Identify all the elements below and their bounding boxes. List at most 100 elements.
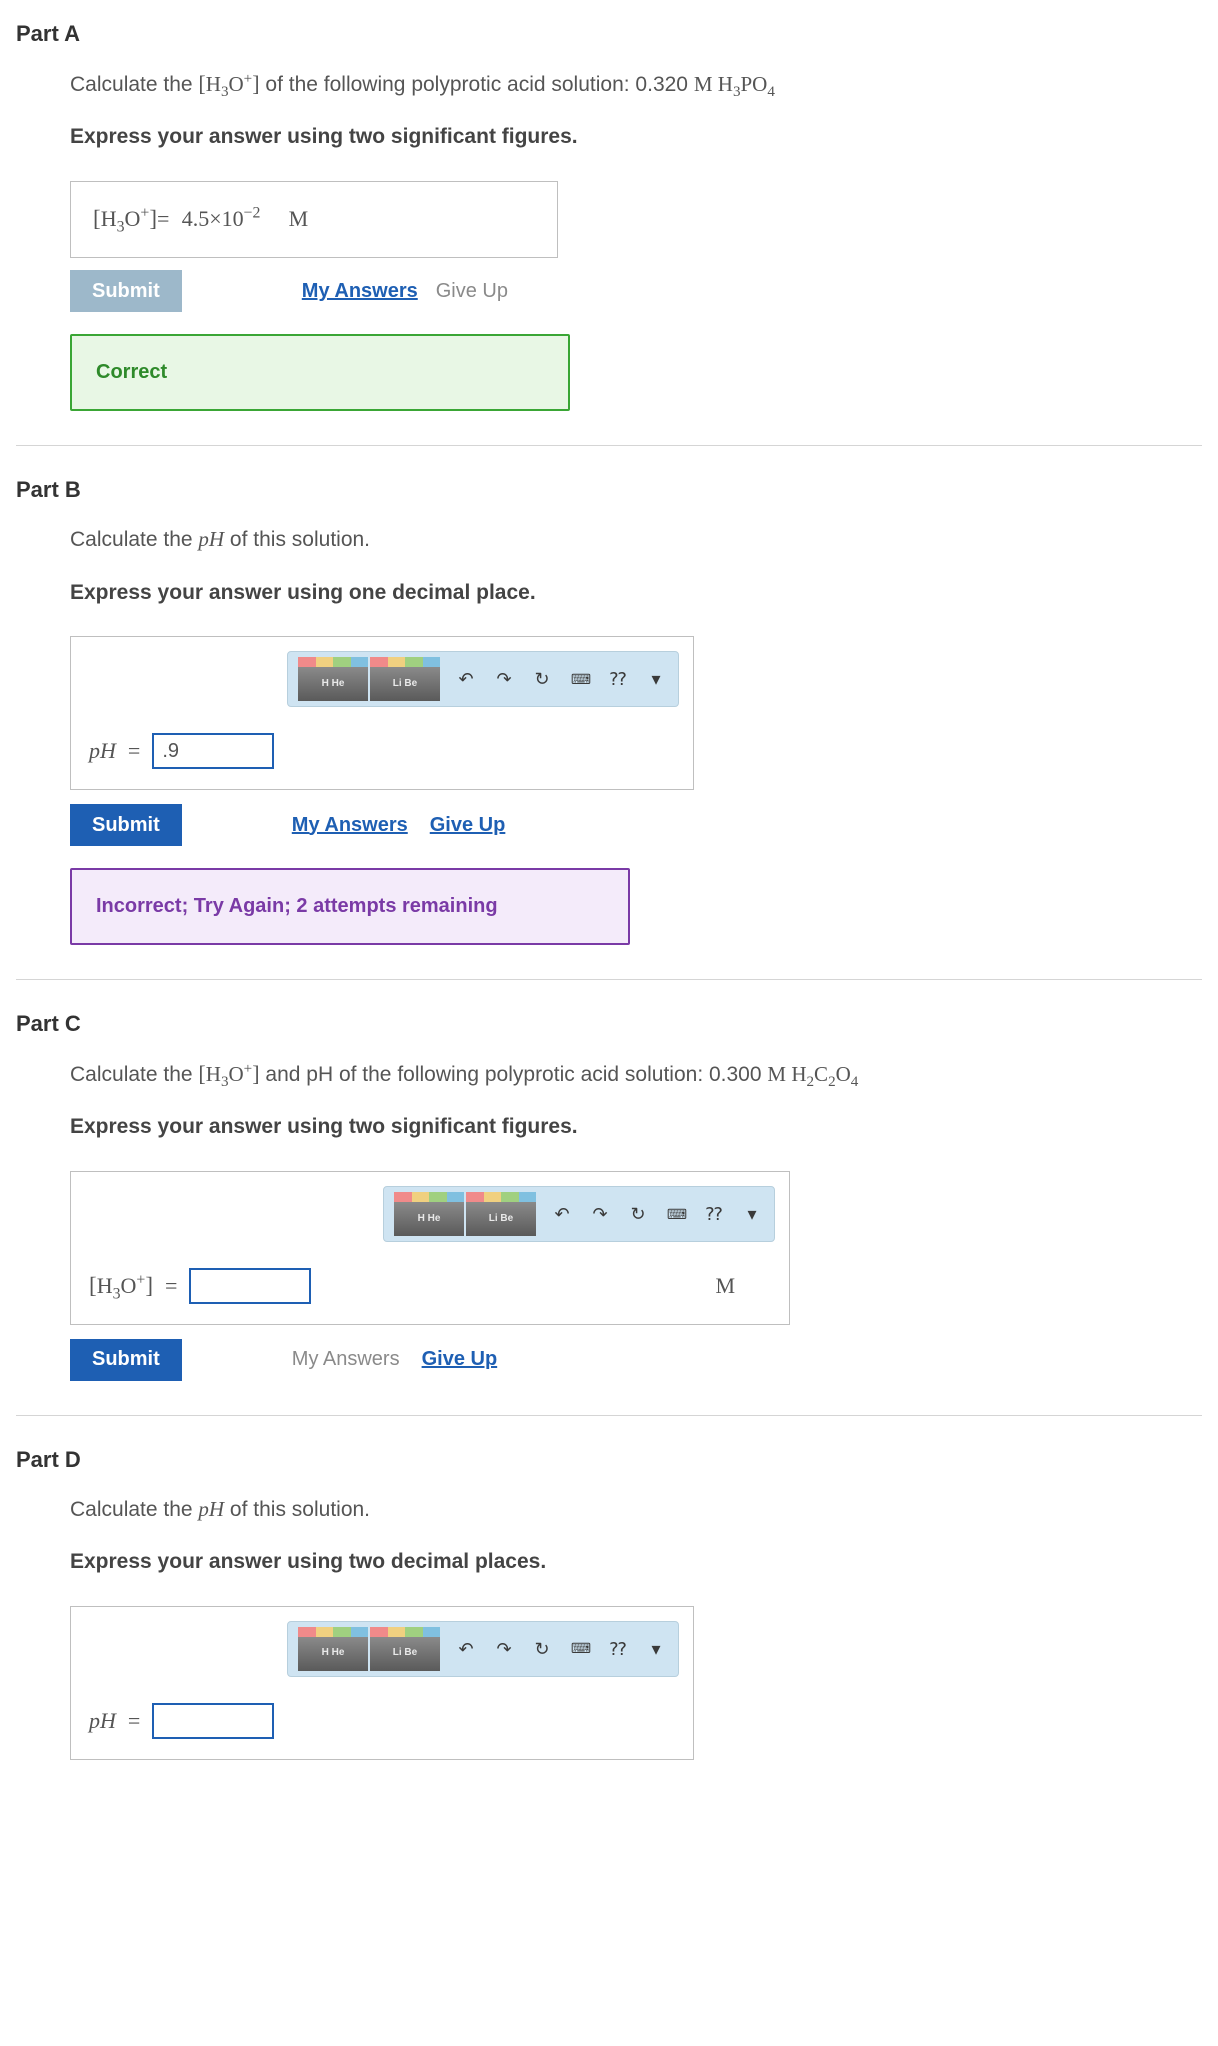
ans-h: H [101,206,117,231]
species-h: H [206,1062,221,1086]
part-c: Part C Calculate the [H3O+] and pH of th… [16,1008,1202,1381]
prompt-post: of this solution. [224,1498,370,1521]
undo-icon[interactable]: ↶ [550,1202,574,1226]
part-d-answer-line: pH = [85,1703,679,1739]
submit-button[interactable]: Submit [70,270,182,312]
var-ph: pH [198,527,224,551]
keyboard-icon[interactable]: ⌨ [664,1202,688,1226]
ph-label: pH [89,735,116,767]
feedback-correct: Correct [70,334,570,411]
periodic-table-button-1[interactable]: H He [394,1192,464,1236]
periodic-table-button-2[interactable]: Li Be [370,657,440,701]
help-icon[interactable]: ⁇ [606,667,630,691]
part-c-instruction: Express your answer using two significan… [70,1112,1202,1142]
prompt-mid: and pH of the following polyprotic acid … [265,1063,767,1086]
give-up-link[interactable]: Give Up [422,1345,498,1374]
ans-bracket-open: [ [93,205,101,231]
my-answers-link[interactable]: My Answers [302,277,418,306]
submit-button[interactable]: Submit [70,804,182,846]
part-b-title: Part B [16,474,1202,506]
periodic-label-2: Li Be [370,667,440,701]
equation-toolbar: H He Li Be ↶ ↷ ↻ ⌨ ⁇ ▾ [287,651,679,707]
part-c-answer-panel: H He Li Be ↶ ↷ ↻ ⌨ ⁇ ▾ [70,1171,790,1325]
acid-h: H [713,72,733,96]
my-answers-link[interactable]: My Answers [292,1345,400,1374]
part-c-prompt: Calculate the [H3O+] and pH of the follo… [70,1058,1202,1090]
species-o: O [229,72,244,96]
eq-sign: = [165,1270,177,1302]
periodic-label-1: H He [394,1202,464,1236]
toolbar-row: H He Li Be ↶ ↷ ↻ ⌨ ⁇ ▾ [85,651,679,707]
more-icon[interactable]: ▾ [644,667,668,691]
h3o-input[interactable] [189,1268,311,1304]
help-icon[interactable]: ⁇ [606,1637,630,1661]
periodic-label-2: Li Be [466,1202,536,1236]
prompt-post: of the following polyprotic acid solutio… [265,73,693,96]
part-c-actions: Submit My Answers Give Up [70,1339,1202,1381]
prompt-pre: Calculate the [70,1498,198,1521]
reset-icon[interactable]: ↻ [530,667,554,691]
species-o: O [229,1062,244,1086]
periodic-table-button-1[interactable]: H He [298,1627,368,1671]
periodic-table-button-1[interactable]: H He [298,657,368,701]
reset-icon[interactable]: ↻ [530,1637,554,1661]
acid-sub2: 4 [767,84,775,100]
bracket-close: ] [252,71,259,96]
equation-toolbar: H He Li Be ↶ ↷ ↻ ⌨ ⁇ ▾ [383,1186,775,1242]
give-up-link[interactable]: Give Up [436,277,508,306]
acid-p: PO [741,72,768,96]
part-d-prompt: Calculate the pH of this solution. [70,1494,1202,1525]
periodic-table-button-2[interactable]: Li Be [466,1192,536,1236]
part-d-title: Part D [16,1444,1202,1476]
part-a-body: Calculate the [H3O+] of the following po… [70,68,1202,411]
periodic-label-2: Li Be [370,1637,440,1671]
acid-c: C [814,1062,828,1086]
ans-val-exp: −2 [244,204,261,221]
help-icon[interactable]: ⁇ [702,1202,726,1226]
part-a: Part A Calculate the [H3O+] of the follo… [16,18,1202,411]
part-a-instruction: Express your answer using two significan… [70,122,1202,152]
acid-sub3: 4 [851,1074,859,1090]
bracket-open: [ [198,71,205,96]
ans-sub: 3 [117,218,125,235]
part-c-body: Calculate the [H3O+] and pH of the follo… [70,1058,1202,1381]
ph-input[interactable] [152,733,274,769]
part-b-answer-line: pH = [85,733,679,769]
undo-icon[interactable]: ↶ [454,667,478,691]
unit-m: M [694,72,713,96]
redo-icon[interactable]: ↷ [492,667,516,691]
part-b-answer-panel: H He Li Be ↶ ↷ ↻ ⌨ ⁇ ▾ [70,636,694,790]
part-a-prompt: Calculate the [H3O+] of the following po… [70,68,1202,100]
ph-input[interactable] [152,1703,274,1739]
more-icon[interactable]: ▾ [644,1637,668,1661]
part-d-body: Calculate the pH of this solution. Expre… [70,1494,1202,1760]
give-up-link[interactable]: Give Up [430,811,506,840]
part-d-answer-panel: H He Li Be ↶ ↷ ↻ ⌨ ⁇ ▾ [70,1606,694,1760]
redo-icon[interactable]: ↷ [588,1202,612,1226]
equation-toolbar: H He Li Be ↶ ↷ ↻ ⌨ ⁇ ▾ [287,1621,679,1677]
reset-icon[interactable]: ↻ [626,1202,650,1226]
periodic-label-1: H He [298,667,368,701]
keyboard-icon[interactable]: ⌨ [568,1637,592,1661]
acid-o: O [836,1062,851,1086]
periodic-table-button-2[interactable]: Li Be [370,1627,440,1671]
part-a-answer-box: [H3O+]= 4.5×10−2 M [70,181,558,258]
redo-icon[interactable]: ↷ [492,1637,516,1661]
page: Part A Calculate the [H3O+] of the follo… [0,0,1218,1814]
part-a-title: Part A [16,18,1202,50]
unit-m: M [767,1062,786,1086]
unit-m: M [715,1270,775,1302]
keyboard-icon[interactable]: ⌨ [568,667,592,691]
part-b-body: Calculate the pH of this solution. Expre… [70,524,1202,945]
species-sub: 3 [221,1074,229,1090]
part-d: Part D Calculate the pH of this solution… [16,1444,1202,1760]
bracket-open: [ [198,1061,205,1086]
more-icon[interactable]: ▾ [740,1202,764,1226]
undo-icon[interactable]: ↶ [454,1637,478,1661]
bracket-close: ] [252,1061,259,1086]
my-answers-link[interactable]: My Answers [292,811,408,840]
species-sup: + [244,71,253,87]
submit-button[interactable]: Submit [70,1339,182,1381]
species-sup: + [244,1061,253,1077]
ans-sup: + [140,204,149,221]
